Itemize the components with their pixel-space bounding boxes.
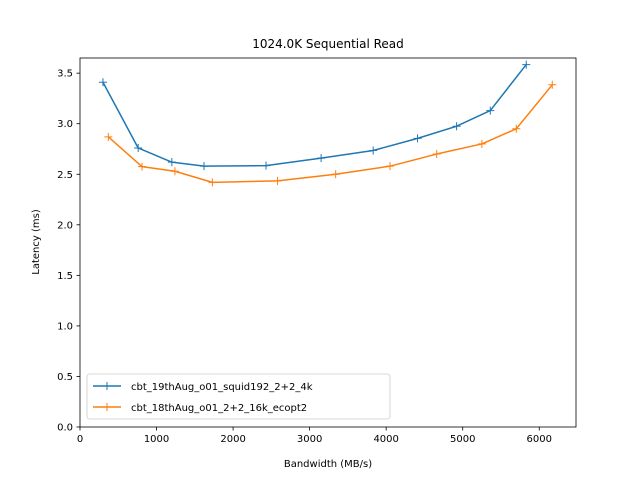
x-tick-label: 1000 bbox=[144, 434, 169, 445]
legend-marker-2 bbox=[103, 403, 111, 411]
x-tick-label: 3000 bbox=[297, 434, 322, 445]
series-2-point bbox=[138, 162, 146, 171]
legend-marker-1 bbox=[103, 382, 111, 390]
y-tick-label: 2.5 bbox=[57, 170, 73, 181]
y-tick-label: 0.5 bbox=[57, 372, 73, 383]
series-2-point bbox=[432, 150, 441, 159]
series-2-point bbox=[170, 167, 179, 176]
series-1-point bbox=[522, 60, 531, 69]
series-2-point bbox=[273, 176, 282, 185]
series-1-point bbox=[369, 146, 378, 155]
plot-area: 0 1000 2000 3000 4000 5000 6000 0.0 0.5 1.0 1.5 2.0… bbox=[57, 57, 577, 445]
series-2-point bbox=[477, 139, 486, 148]
legend-label-2: cbt_18thAug_o01_2+2_16k_ecopt2 bbox=[131, 403, 307, 414]
series-2-point bbox=[104, 132, 113, 141]
legend-box bbox=[86, 373, 391, 420]
series-1-point bbox=[262, 161, 270, 170]
series-1-point bbox=[98, 78, 107, 87]
y-axis-label: Latency (ms) bbox=[31, 209, 42, 275]
x-axis-label: Bandwidth (MB/s) bbox=[284, 459, 372, 470]
series-1 bbox=[98, 60, 531, 171]
series-2-point bbox=[331, 170, 340, 179]
x-tick-label: 6000 bbox=[527, 434, 552, 445]
series-1-point bbox=[413, 134, 422, 143]
series-1-point bbox=[486, 106, 495, 115]
y-tick-label: 1.5 bbox=[57, 271, 73, 282]
legend-label-1: cbt_19thAug_o01_squid192_2+2_4k bbox=[131, 382, 313, 393]
series-1-point bbox=[200, 162, 208, 171]
series-1-point bbox=[317, 154, 326, 163]
series-1-point bbox=[167, 158, 176, 167]
y-tick-label: 0.0 bbox=[57, 423, 73, 434]
series-1-point bbox=[134, 143, 143, 152]
series-2-point bbox=[208, 178, 217, 187]
x-tick-label: 4000 bbox=[373, 434, 398, 445]
series-2 bbox=[104, 80, 557, 187]
y-tick-label: 3.0 bbox=[57, 119, 73, 130]
series-2-point bbox=[548, 80, 557, 89]
x-tick-label: 5000 bbox=[450, 434, 475, 445]
plot-frame bbox=[79, 57, 577, 428]
chart-title: 1024.0K Sequential Read bbox=[252, 37, 404, 51]
series-2-point bbox=[512, 124, 521, 133]
legend: cbt_19thAug_o01_squid192_2+2_4k cbt_18thA… bbox=[86, 373, 391, 420]
y-tick-label: 2.0 bbox=[57, 220, 73, 231]
x-tick-label: 2000 bbox=[220, 434, 245, 445]
y-tick-label: 1.0 bbox=[57, 321, 73, 332]
series-1-point bbox=[452, 122, 461, 131]
x-tick-label: 0 bbox=[77, 434, 83, 445]
y-tick-label: 3.5 bbox=[57, 69, 73, 80]
series-2-point bbox=[386, 162, 394, 171]
